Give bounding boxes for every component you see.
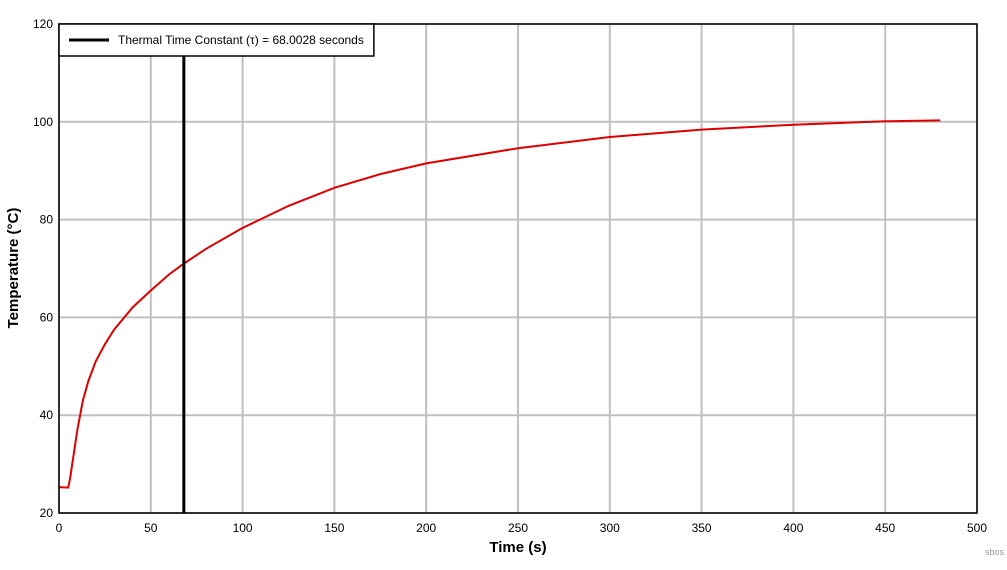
x-tick-label: 250 (508, 521, 528, 535)
y-tick-label: 40 (40, 408, 54, 422)
y-axis-title: Temperature (°C) (5, 208, 22, 329)
x-tick-label: 300 (600, 521, 620, 535)
x-tick-label: 450 (875, 521, 895, 535)
marks (58, 24, 941, 513)
x-tick-label: 200 (416, 521, 436, 535)
legend-box (58, 23, 375, 57)
x-tick-label: 500 (967, 521, 987, 535)
x-tick-label: 100 (233, 521, 253, 535)
x-tick-label: 0 (56, 521, 63, 535)
x-tick-label: 50 (144, 521, 158, 535)
data-line (58, 119, 941, 489)
y-tick-label: 60 (40, 310, 54, 324)
y-tick-label: 80 (40, 213, 54, 227)
plot-frame (58, 23, 978, 514)
x-tick-label: 150 (324, 521, 344, 535)
y-tick-label: 20 (40, 506, 54, 520)
watermark: sbos (985, 547, 1005, 557)
x-tick-label: 350 (692, 521, 712, 535)
y-tick-label: 120 (33, 17, 53, 31)
x-tick-label: 400 (783, 521, 803, 535)
legend-label: Thermal Time Constant (τ) = 68.0028 seco… (118, 33, 364, 47)
y-tick-label: 100 (33, 115, 53, 129)
legend: Thermal Time Constant (τ) = 68.0028 seco… (58, 23, 375, 57)
x-axis-title: Time (s) (489, 539, 546, 556)
